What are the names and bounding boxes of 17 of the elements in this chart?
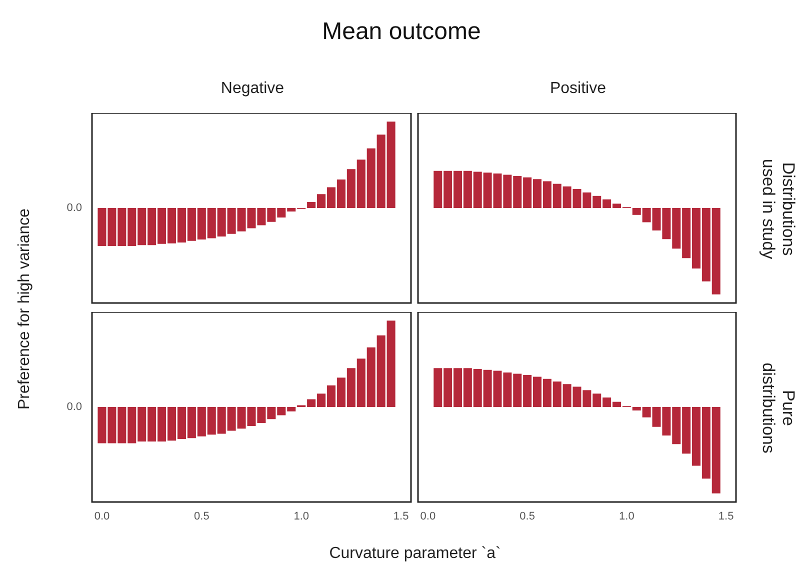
x-tick-label: 0.0: [94, 510, 110, 522]
x-axis-title: Curvature parameter `a`: [328, 545, 502, 563]
x-tick-label: 1.5: [393, 510, 409, 522]
chart-title: Mean outcome: [321, 18, 482, 46]
x-tick-label: 0.5: [520, 510, 535, 522]
x-tick-label: 0.0: [420, 510, 436, 522]
y2-axis-title: Distributions used in study: [758, 158, 798, 262]
x-tick-label: 1.5: [718, 510, 734, 522]
text: 0.0: [66, 202, 82, 214]
x-tick-label: 0.5: [194, 510, 210, 522]
x-tick-label: 1.0: [619, 510, 634, 522]
chart-subtitle: Negative: [220, 80, 286, 98]
x-tick-label: 1.0: [294, 510, 309, 522]
chart-subtitle: Positive: [548, 80, 608, 98]
text: 0.0: [66, 401, 82, 413]
y2-axis-title: Pure distributions: [758, 362, 798, 456]
y-axis-title: Preference for high variance: [16, 208, 34, 412]
